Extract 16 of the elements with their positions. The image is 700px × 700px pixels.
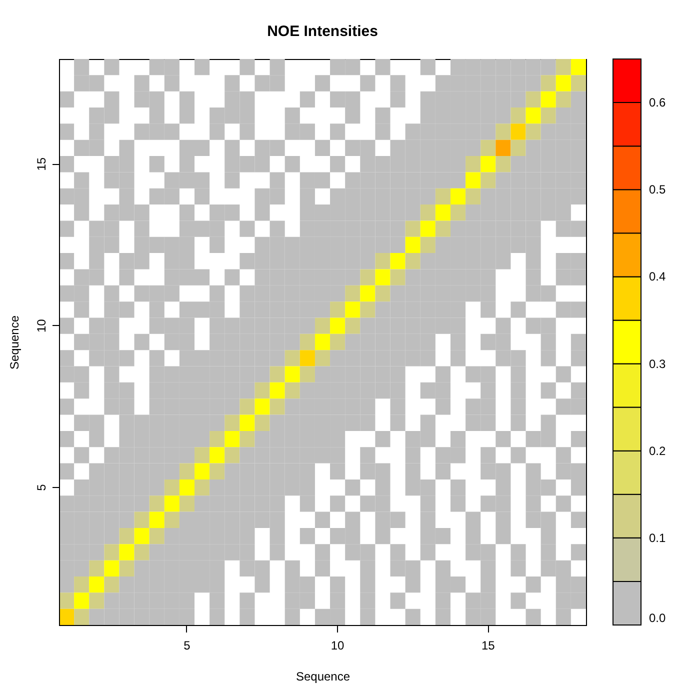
color-bar-label: 0.6: [649, 96, 666, 110]
x-axis-title: Sequence: [296, 670, 350, 684]
color-bar-label: 0.5: [649, 182, 666, 197]
color-bar-label: 0.2: [649, 444, 666, 458]
y-tick-label: 10: [34, 318, 48, 333]
y-tick-label: 15: [34, 157, 48, 171]
color-bar-label: 0.4: [649, 270, 666, 284]
color-bar-label: 0.3: [649, 356, 666, 371]
y-tick-label: 5: [34, 484, 48, 491]
x-tick-label: 10: [330, 638, 345, 652]
color-bar-label: 0.1: [649, 530, 666, 545]
y-axis-title: Sequence: [8, 315, 22, 370]
color-bar-label: 0.0: [649, 611, 666, 625]
x-tick-label: 5: [184, 638, 191, 652]
x-tick-label: 15: [481, 638, 496, 652]
chart-title: NOE Intensities: [267, 23, 378, 40]
